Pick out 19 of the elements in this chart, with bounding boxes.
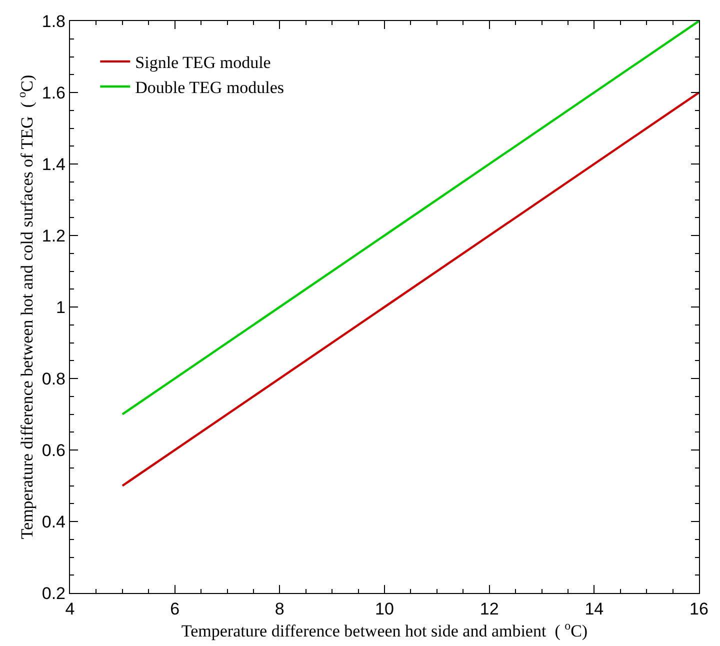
- y-tick-label: 1.8: [42, 12, 66, 31]
- x-tick-label: 10: [375, 600, 394, 618]
- y-tick-label: 1.2: [42, 226, 66, 246]
- y-tick-label: 0.6: [42, 440, 66, 460]
- y-tick-label: 0.4: [42, 512, 66, 532]
- legend-label: Signle TEG module: [135, 53, 271, 72]
- x-tick-label: 12: [480, 600, 499, 618]
- x-tick-label: 16: [690, 600, 708, 618]
- x-tick-label: 14: [584, 600, 604, 618]
- x-tick-label: 4: [65, 600, 75, 618]
- x-tick-label: 8: [274, 600, 284, 618]
- x-axis-title: Temperature difference between hot side and ambient ( $^{o}$C): [181, 618, 588, 641]
- y-tick-label: 0.8: [42, 369, 66, 388]
- y-tick-label: 1.6: [42, 83, 66, 102]
- legend-label: Double TEG modules: [135, 78, 284, 98]
- y-tick-label: 0.2: [42, 584, 66, 603]
- x-tick-label: 6: [170, 600, 180, 618]
- y-tick-label: 1.4: [42, 154, 66, 174]
- y-tick-label: 1: [56, 298, 66, 317]
